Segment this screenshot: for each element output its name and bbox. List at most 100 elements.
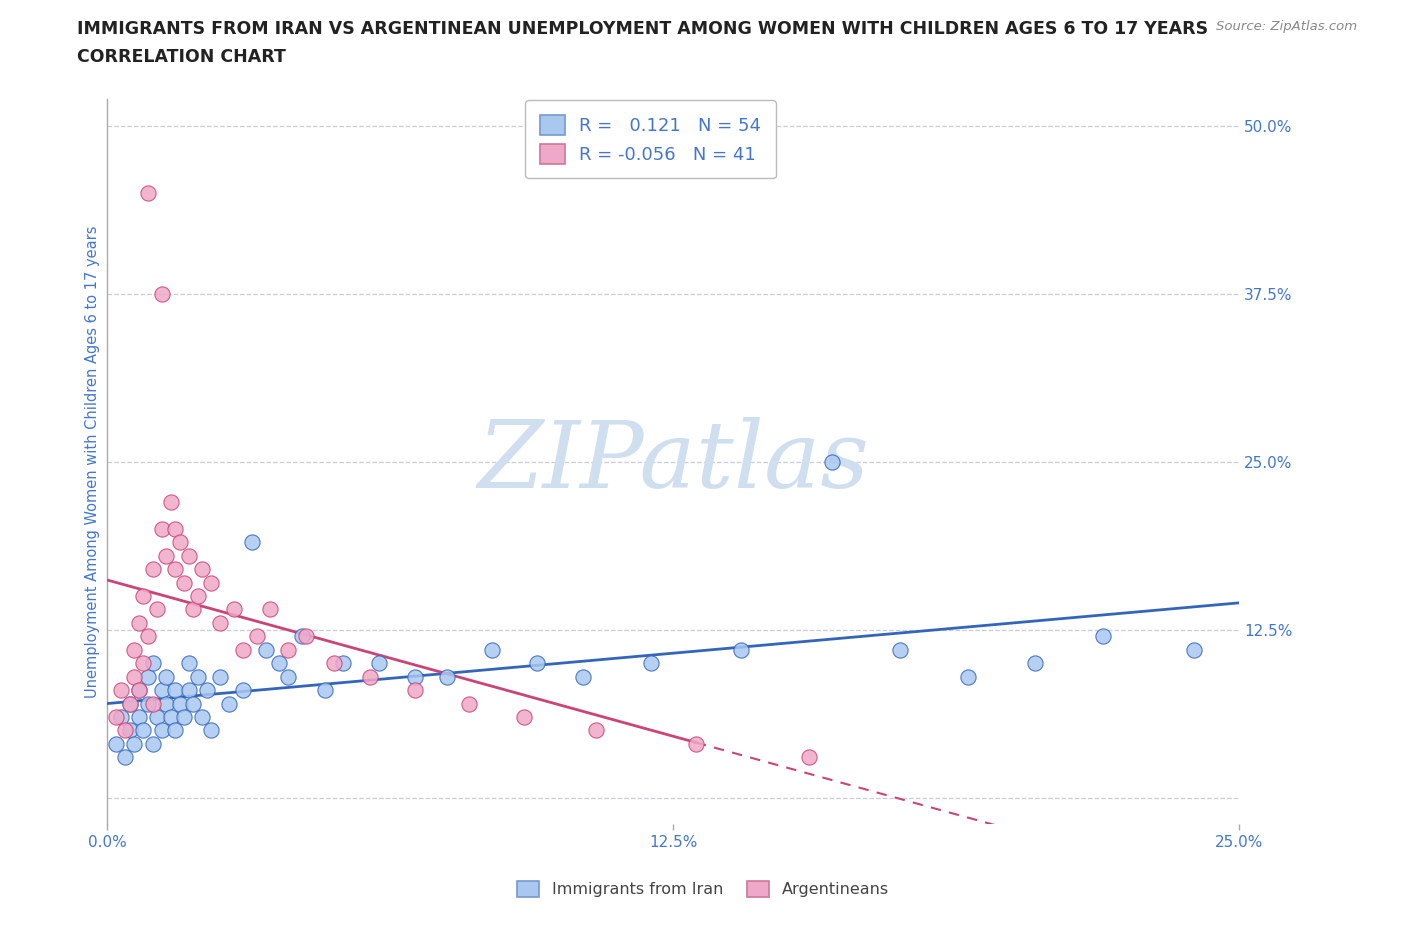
- Point: [222, 602, 245, 617]
- Point: [114, 750, 136, 764]
- Text: CORRELATION CHART: CORRELATION CHART: [77, 48, 287, 66]
- Text: ZIPatlas: ZIPatlas: [477, 417, 869, 507]
- Point: [165, 522, 187, 537]
- Point: [240, 535, 263, 550]
- Point: [218, 696, 240, 711]
- Point: [404, 683, 426, 698]
- Point: [291, 629, 314, 644]
- Point: [173, 710, 195, 724]
- Point: [141, 737, 163, 751]
- Point: [110, 710, 132, 724]
- Point: [436, 670, 458, 684]
- Point: [359, 670, 381, 684]
- Point: [195, 683, 218, 698]
- Point: [146, 710, 169, 724]
- Point: [141, 696, 163, 711]
- Point: [246, 629, 269, 644]
- Point: [136, 629, 159, 644]
- Point: [232, 643, 254, 658]
- Point: [118, 723, 141, 737]
- Point: [165, 562, 187, 577]
- Point: [150, 286, 173, 301]
- Point: [685, 737, 707, 751]
- Point: [187, 589, 209, 604]
- Point: [640, 656, 662, 671]
- Point: [169, 696, 191, 711]
- Point: [132, 656, 155, 671]
- Point: [513, 710, 536, 724]
- Point: [254, 643, 277, 658]
- Point: [191, 562, 214, 577]
- Point: [1024, 656, 1046, 671]
- Point: [136, 696, 159, 711]
- Point: [105, 710, 128, 724]
- Point: [136, 670, 159, 684]
- Point: [1182, 643, 1205, 658]
- Point: [132, 723, 155, 737]
- Point: [150, 522, 173, 537]
- Point: [295, 629, 318, 644]
- Point: [209, 616, 232, 631]
- Legend: R =   0.121   N = 54, R = -0.056   N = 41: R = 0.121 N = 54, R = -0.056 N = 41: [526, 100, 776, 179]
- Point: [1092, 629, 1115, 644]
- Point: [191, 710, 214, 724]
- Point: [155, 548, 177, 563]
- Point: [173, 575, 195, 590]
- Point: [277, 670, 299, 684]
- Point: [141, 562, 163, 577]
- Point: [155, 670, 177, 684]
- Point: [481, 643, 503, 658]
- Point: [124, 670, 146, 684]
- Point: [118, 696, 141, 711]
- Point: [571, 670, 593, 684]
- Point: [177, 656, 200, 671]
- Point: [181, 696, 204, 711]
- Point: [124, 737, 146, 751]
- Point: [165, 723, 187, 737]
- Point: [159, 710, 181, 724]
- Point: [132, 589, 155, 604]
- Point: [128, 683, 150, 698]
- Text: IMMIGRANTS FROM IRAN VS ARGENTINEAN UNEMPLOYMENT AMONG WOMEN WITH CHILDREN AGES : IMMIGRANTS FROM IRAN VS ARGENTINEAN UNEM…: [77, 20, 1208, 38]
- Point: [128, 616, 150, 631]
- Point: [404, 670, 426, 684]
- Point: [314, 683, 336, 698]
- Point: [146, 602, 169, 617]
- Point: [889, 643, 911, 658]
- Point: [458, 696, 481, 711]
- Point: [150, 683, 173, 698]
- Point: [128, 683, 150, 698]
- Point: [177, 548, 200, 563]
- Point: [150, 723, 173, 737]
- Point: [368, 656, 391, 671]
- Point: [128, 710, 150, 724]
- Point: [181, 602, 204, 617]
- Point: [322, 656, 344, 671]
- Point: [526, 656, 548, 671]
- Point: [797, 750, 820, 764]
- Point: [159, 495, 181, 510]
- Point: [136, 185, 159, 200]
- Point: [155, 696, 177, 711]
- Y-axis label: Unemployment Among Women with Children Ages 6 to 17 years: Unemployment Among Women with Children A…: [86, 225, 100, 698]
- Point: [200, 575, 222, 590]
- Point: [141, 656, 163, 671]
- Point: [209, 670, 232, 684]
- Point: [232, 683, 254, 698]
- Legend: Immigrants from Iran, Argentineans: Immigrants from Iran, Argentineans: [509, 872, 897, 905]
- Point: [118, 696, 141, 711]
- Point: [269, 656, 291, 671]
- Point: [200, 723, 222, 737]
- Point: [730, 643, 752, 658]
- Point: [110, 683, 132, 698]
- Point: [277, 643, 299, 658]
- Point: [585, 723, 607, 737]
- Point: [105, 737, 128, 751]
- Point: [169, 535, 191, 550]
- Point: [165, 683, 187, 698]
- Point: [821, 454, 844, 469]
- Point: [177, 683, 200, 698]
- Point: [332, 656, 354, 671]
- Text: Source: ZipAtlas.com: Source: ZipAtlas.com: [1216, 20, 1357, 33]
- Point: [956, 670, 979, 684]
